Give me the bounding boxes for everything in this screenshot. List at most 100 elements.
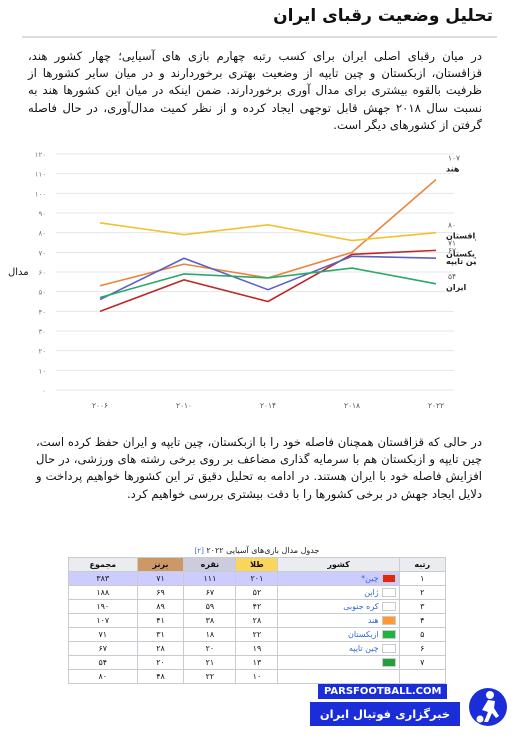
country-cell[interactable]: ازبکستان (277, 627, 400, 642)
rank-cell: ۶ (398, 641, 447, 656)
parsfootball-watermark: PARSFOOTBALL.COM خبرگزاری فوتبال ایران (300, 682, 510, 732)
series-line (99, 267, 437, 299)
gold-cell: ۵۲ (235, 585, 279, 600)
y-tick-label: ۰ (42, 387, 46, 395)
y-axis-label: مدال (8, 267, 29, 278)
country-cell[interactable]: ژاپن (277, 585, 400, 600)
total-cell: ۱۰۷ (68, 613, 138, 628)
bronze-cell: ۶۹ (136, 585, 185, 600)
silver-cell: ۲۱ (183, 655, 237, 670)
y-tick-label: ۱۰۰ (35, 190, 46, 198)
chart-grid (56, 153, 454, 391)
country-cell[interactable]: چین* (277, 571, 400, 586)
y-tick-label: ۵۰ (38, 289, 46, 297)
total-cell: ۸۰ (68, 669, 138, 684)
country-cell[interactable]: کره جنوبی (277, 599, 400, 614)
country-cell[interactable]: چین تایپه (277, 641, 400, 656)
table-row: ۳ کره جنوبی ۴۲ ۵۹ ۸۹ ۱۹۰ (68, 599, 447, 614)
bronze-cell: ۷۱ (136, 571, 185, 586)
total-cell: ۱۸۸ (68, 585, 138, 600)
country-name[interactable]: ژاپن (364, 588, 379, 597)
rank-cell: ۵ (398, 627, 447, 642)
table-row: ۷ ۱۳ ۲۱ ۲۰ ۵۴ (68, 655, 447, 670)
silver-cell: ۱۸ (183, 627, 237, 642)
total-cell: ۶۷ (68, 641, 138, 656)
gold-cell: ۱۳ (235, 655, 279, 670)
silver-cell: ۵۹ (183, 599, 237, 614)
bronze-cell: ۳۱ (136, 627, 185, 642)
y-tick-label: ۷۰ (38, 249, 46, 257)
bronze-cell: ۸۹ (136, 599, 185, 614)
x-tick-label: ۲۰۲۲ (428, 401, 444, 410)
analysis-paragraph: در حالی که قزاقستان همچنان فاصله خود را … (36, 435, 482, 501)
header-silver[interactable]: نقره (183, 557, 237, 572)
silver-cell: ۱۱۱ (183, 571, 237, 586)
total-cell: ۱۹۰ (68, 599, 138, 614)
table-row: ۲ ژاپن ۵۲ ۶۷ ۶۹ ۱۸۸ (68, 585, 447, 600)
country-name[interactable]: چین تایپه (349, 644, 379, 653)
country-flag-icon (381, 644, 396, 653)
series-value-label: ۶۷ (448, 246, 456, 255)
gold-cell: ۲۲ (235, 627, 279, 642)
caption-text: جدول مدال بازی‌های آسیایی ۲۰۲۲ (206, 546, 320, 555)
country-name[interactable]: ازبکستان (348, 630, 379, 639)
caption-reference-link[interactable]: [۲] (194, 547, 204, 555)
series-line (99, 222, 437, 242)
rank-cell: ۷ (398, 655, 447, 670)
watermark-banner: خبرگزاری فوتبال ایران (310, 702, 460, 726)
x-tick-label: ۲۰۱۰ (176, 401, 192, 410)
country-cell[interactable] (277, 655, 400, 670)
total-cell: ۳۸۳ (68, 571, 138, 586)
table-row: ۱ چین* ۲۰۱ ۱۱۱ ۷۱ ۳۸۳ (68, 571, 447, 586)
header-bronze[interactable]: برنز (136, 557, 185, 572)
header-total[interactable]: مجموع (68, 557, 138, 572)
table-row: ۵ ازبکستان ۲۲ ۱۸ ۳۱ ۷۱ (68, 627, 447, 642)
bronze-cell: ۴۸ (136, 669, 185, 684)
country-name[interactable]: هند (367, 616, 379, 625)
header-rank[interactable]: رتبه (398, 557, 447, 572)
country-cell[interactable] (277, 669, 400, 684)
title-divider (22, 36, 497, 38)
y-tick-label: ۱۰ (38, 367, 46, 375)
rank-cell: ۲ (398, 585, 447, 600)
y-axis-ticks: ۰ ۱۰ ۲۰ ۳۰ ۴۰ ۵۰ ۶۰ ۷۰ ۸۰ ۹۰ ۱۰۰ ۱۱۰ ۱۲۰ (35, 151, 46, 395)
header-country[interactable]: کشور (277, 557, 400, 572)
y-tick-label: ۹۰ (38, 210, 46, 218)
country-name[interactable]: کره جنوبی (343, 602, 379, 611)
series-line (99, 255, 437, 301)
y-tick-label: ۶۰ (38, 269, 46, 277)
football-player-logo-icon (469, 688, 507, 726)
series-line (99, 249, 437, 313)
total-cell: ۷۱ (68, 627, 138, 642)
silver-cell: ۳۸ (183, 613, 237, 628)
silver-cell: ۲۰ (183, 641, 237, 656)
rank-cell: ۳ (398, 599, 447, 614)
x-tick-label: ۲۰۱۸ (344, 401, 360, 410)
country-flag-icon (381, 616, 396, 625)
series-name-label: ازبکستان (446, 249, 476, 258)
series-name-label: هند (446, 165, 460, 174)
table-row: ۱۰ ۲۲ ۴۸ ۸۰ (68, 669, 447, 684)
x-tick-label: ۲۰۱۴ (260, 401, 276, 410)
bronze-cell: ۲۰ (136, 655, 185, 670)
table-row: ۶ چین تایپه ۱۹ ۲۰ ۲۸ ۶۷ (68, 641, 447, 656)
gold-cell: ۲۰۱ (235, 571, 279, 586)
y-tick-label: ۱۲۰ (35, 151, 46, 159)
rank-cell: ۱ (398, 571, 447, 586)
header-gold[interactable]: طلا (235, 557, 279, 572)
table-row: ۴ هند ۲۸ ۳۸ ۴۱ ۱۰۷ (68, 613, 447, 628)
series-value-label: ۸۰ (448, 221, 456, 230)
country-name[interactable]: چین* (361, 574, 379, 583)
country-cell[interactable]: هند (277, 613, 400, 628)
bronze-cell: ۴۱ (136, 613, 185, 628)
rank-cell: ۴ (398, 613, 447, 628)
medals-line-chart: ۰ ۱۰ ۲۰ ۳۰ ۴۰ ۵۰ ۶۰ ۷۰ ۸۰ ۹۰ ۱۰۰ ۱۱۰ ۱۲۰ ۲۰۰۶ ۲۰۱۰ ۲۰۱… (8, 151, 476, 410)
country-flag-icon (381, 588, 396, 597)
series-value-label: ۵۴ (448, 272, 456, 281)
gold-cell: ۱۹ (235, 641, 279, 656)
country-flag-icon (381, 602, 396, 611)
article-title: تحلیل وضعیت رقبای ایران (273, 6, 493, 26)
x-tick-label: ۲۰۰۶ (92, 401, 108, 410)
y-tick-label: ۱۱۰ (35, 171, 46, 179)
medal-table-container: جدول مدال بازی‌های آسیایی ۲۰۲۲ [۲] رتبه … (68, 545, 447, 684)
